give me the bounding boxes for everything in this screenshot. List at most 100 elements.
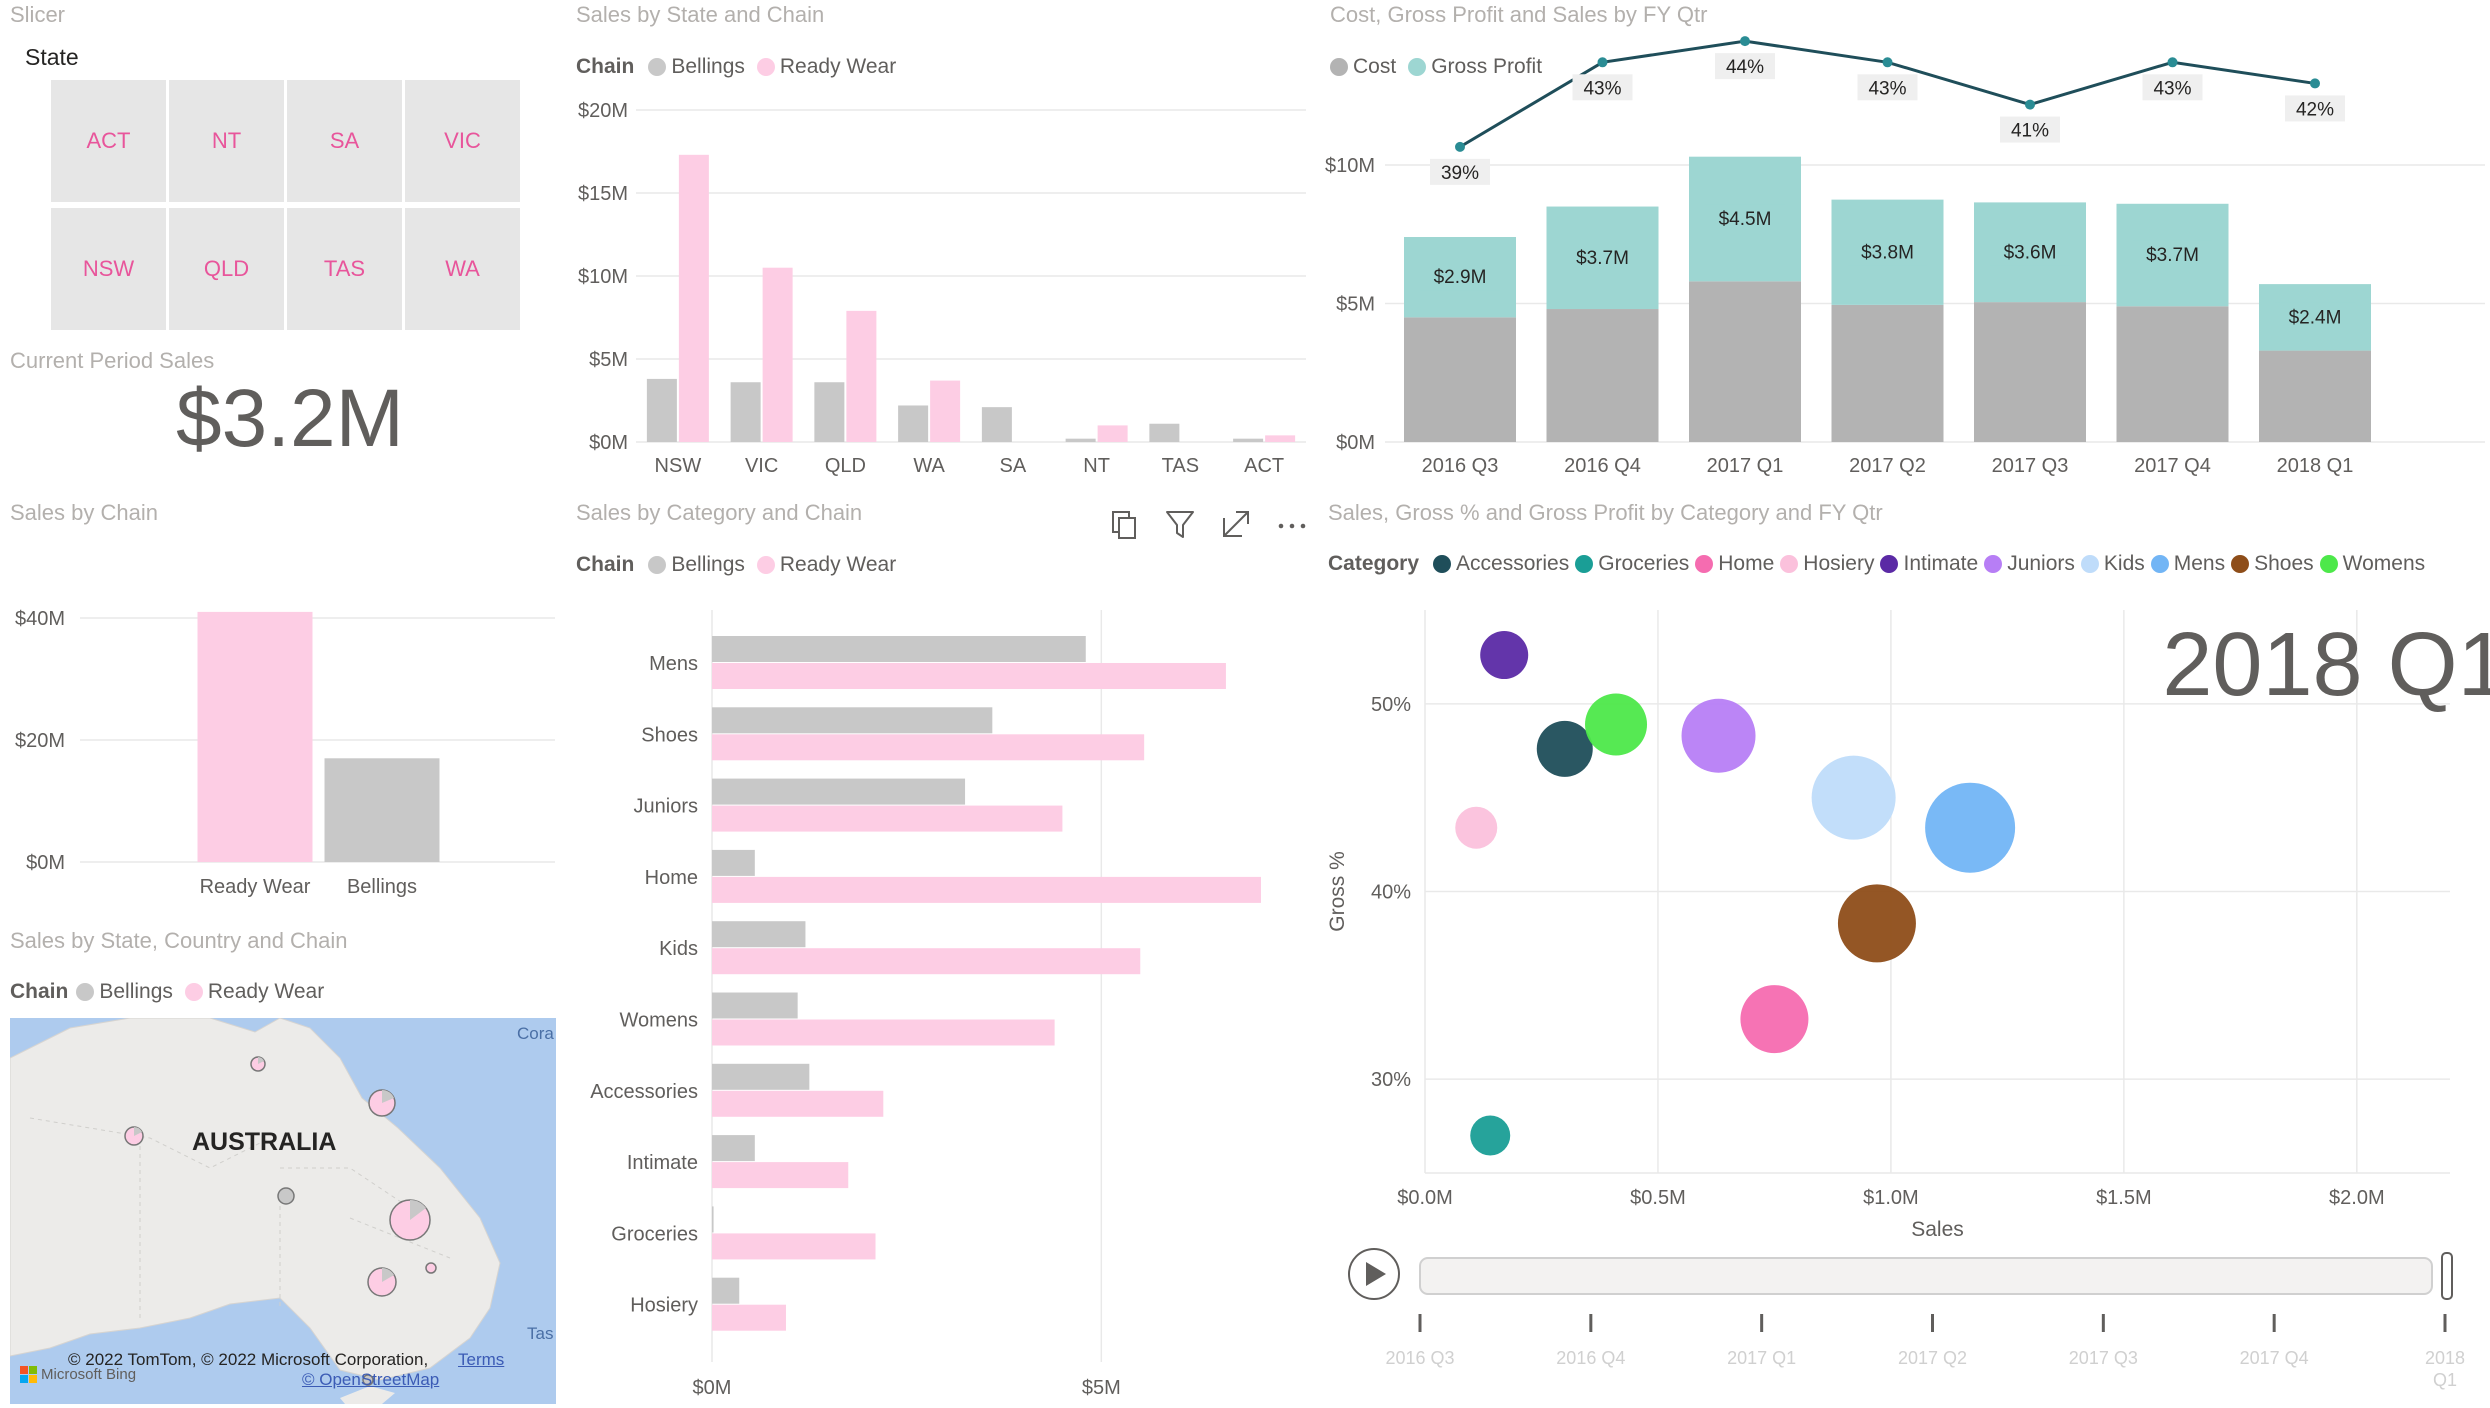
slicer-tile-sa[interactable]: SA bbox=[287, 80, 402, 202]
bubble-juniors[interactable] bbox=[1681, 698, 1756, 773]
bar-ready-wear-intimate[interactable] bbox=[712, 1162, 849, 1189]
play-axis-label[interactable]: 2017 Q1 bbox=[1727, 1348, 1796, 1368]
map-pie-act[interactable] bbox=[425, 1262, 437, 1274]
map-pie-tas[interactable] bbox=[362, 1374, 374, 1386]
slicer-tile-nt[interactable]: NT bbox=[169, 80, 284, 202]
legend-item-cost[interactable]: Cost bbox=[1330, 55, 1396, 79]
legend-item-ready-wear[interactable]: Ready Wear bbox=[756, 55, 896, 79]
legend-item-home[interactable]: Home bbox=[1695, 552, 1774, 576]
play-axis-label[interactable]: 2017 Q2 bbox=[1898, 1348, 1967, 1368]
bar-bellings-sa[interactable] bbox=[981, 407, 1012, 442]
bar-cost-2017-q4[interactable] bbox=[2116, 306, 2229, 442]
bar-ready-wear-groceries[interactable] bbox=[712, 1233, 876, 1260]
map-visual[interactable]: AUSTRALIA Cora Tas © 2022 TomTom, © 2022… bbox=[10, 1018, 556, 1404]
bar-ready-wear[interactable] bbox=[197, 611, 313, 862]
bubble-accessories[interactable] bbox=[1536, 720, 1593, 777]
gross-pct-point[interactable] bbox=[1597, 57, 1608, 68]
bar-ready-wear-hosiery[interactable] bbox=[712, 1304, 786, 1331]
bar-ready-wear-shoes[interactable] bbox=[712, 734, 1145, 761]
bar-bellings-shoes[interactable] bbox=[712, 707, 993, 734]
map-pie-vic[interactable] bbox=[367, 1267, 397, 1297]
bar-ready-wear-nt[interactable] bbox=[1097, 425, 1128, 442]
slicer-tile-qld[interactable]: QLD bbox=[169, 208, 284, 330]
bubble-shoes[interactable] bbox=[1837, 884, 1916, 963]
legend-item-groceries[interactable]: Groceries bbox=[1575, 552, 1689, 576]
map-pie-nt[interactable] bbox=[250, 1056, 266, 1072]
bar-ready-wear-vic[interactable] bbox=[762, 267, 793, 442]
bar-bellings-kids[interactable] bbox=[712, 921, 806, 948]
slicer-tile-act[interactable]: ACT bbox=[51, 80, 166, 202]
bar-bellings-juniors[interactable] bbox=[712, 778, 966, 805]
map-pie-nsw[interactable] bbox=[389, 1199, 431, 1241]
bar-ready-wear-wa[interactable] bbox=[930, 380, 961, 442]
legend-item-bellings[interactable]: Bellings bbox=[76, 980, 173, 1004]
bar-bellings-nt[interactable] bbox=[1065, 438, 1096, 442]
bar-bellings-hosiery[interactable] bbox=[712, 1277, 740, 1304]
slicer-tile-tas[interactable]: TAS bbox=[287, 208, 402, 330]
map-pie-qld[interactable] bbox=[368, 1089, 396, 1117]
more-options-icon[interactable] bbox=[1274, 506, 1310, 542]
bar-bellings-home[interactable] bbox=[712, 849, 755, 876]
play-button[interactable] bbox=[1348, 1248, 1400, 1300]
bubble-kids[interactable] bbox=[1811, 755, 1896, 840]
slicer-tile-nsw[interactable]: NSW bbox=[51, 208, 166, 330]
bubble-hosiery[interactable] bbox=[1455, 806, 1498, 849]
bar-cost-2017-q2[interactable] bbox=[1831, 304, 1944, 442]
bubble-home[interactable] bbox=[1740, 985, 1809, 1054]
bar-cost-2016-q3[interactable] bbox=[1404, 317, 1516, 442]
legend-item-bellings[interactable]: Bellings bbox=[648, 553, 745, 577]
map-canvas[interactable] bbox=[10, 1018, 556, 1404]
legend-item-bellings[interactable]: Bellings bbox=[648, 55, 745, 79]
gross-pct-point[interactable] bbox=[1882, 57, 1893, 68]
gross-pct-point[interactable] bbox=[1740, 36, 1750, 47]
map-osm-link[interactable]: © OpenStreetMap bbox=[302, 1370, 440, 1389]
bar-ready-wear-womens[interactable] bbox=[712, 1019, 1055, 1046]
map-pie-wa[interactable] bbox=[124, 1126, 144, 1146]
gross-pct-point[interactable] bbox=[2310, 78, 2320, 89]
bar-bellings-accessories[interactable] bbox=[712, 1063, 810, 1090]
play-axis-handle[interactable] bbox=[2441, 1252, 2453, 1300]
bar-bellings[interactable] bbox=[324, 758, 440, 862]
copy-visual-icon[interactable] bbox=[1106, 506, 1142, 542]
bar-cost-2016-q4[interactable] bbox=[1546, 309, 1659, 442]
bar-cost-2017-q1[interactable] bbox=[1689, 281, 1801, 442]
legend-item-gross-profit[interactable]: Gross Profit bbox=[1408, 55, 1542, 79]
play-axis-label[interactable]: 2016 Q4 bbox=[1556, 1348, 1625, 1368]
play-axis-label[interactable]: 2018 Q1 bbox=[2425, 1348, 2465, 1390]
play-axis-track[interactable] bbox=[1419, 1257, 2433, 1295]
bar-bellings-vic[interactable] bbox=[730, 382, 761, 442]
bar-bellings-nsw[interactable] bbox=[646, 378, 677, 442]
slicer-tile-vic[interactable]: VIC bbox=[405, 80, 520, 202]
legend-item-accessories[interactable]: Accessories bbox=[1433, 552, 1569, 576]
legend-item-shoes[interactable]: Shoes bbox=[2231, 552, 2314, 576]
map-terms-link[interactable]: Terms bbox=[458, 1350, 505, 1369]
bar-bellings-womens[interactable] bbox=[712, 992, 798, 1019]
bubble-groceries[interactable] bbox=[1470, 1115, 1511, 1156]
bar-ready-wear-qld[interactable] bbox=[846, 310, 877, 442]
bar-cost-2018-q1[interactable] bbox=[2259, 350, 2371, 442]
bar-ready-wear-accessories[interactable] bbox=[712, 1090, 884, 1117]
legend-item-womens[interactable]: Womens bbox=[2319, 552, 2425, 576]
bar-ready-wear-mens[interactable] bbox=[712, 663, 1226, 689]
bar-bellings-act[interactable] bbox=[1233, 438, 1264, 442]
bar-bellings-wa[interactable] bbox=[898, 405, 929, 442]
gross-pct-point[interactable] bbox=[1455, 141, 1465, 152]
filter-icon[interactable] bbox=[1162, 506, 1198, 542]
bar-ready-wear-juniors[interactable] bbox=[712, 805, 1063, 832]
slicer-tile-wa[interactable]: WA bbox=[405, 208, 520, 330]
play-axis-label[interactable]: 2017 Q3 bbox=[2069, 1348, 2138, 1368]
legend-item-juniors[interactable]: Juniors bbox=[1984, 552, 2075, 576]
bar-ready-wear-home[interactable] bbox=[712, 876, 1261, 903]
play-axis-label[interactable]: 2017 Q4 bbox=[2240, 1348, 2309, 1368]
bubble-womens[interactable] bbox=[1585, 693, 1648, 756]
legend-item-mens[interactable]: Mens bbox=[2150, 552, 2225, 576]
map-pie-sa[interactable] bbox=[277, 1187, 295, 1205]
legend-item-hosiery[interactable]: Hosiery bbox=[1780, 552, 1874, 576]
bar-cost-2017-q3[interactable] bbox=[1974, 302, 2086, 442]
bar-ready-wear-nsw[interactable] bbox=[678, 154, 709, 442]
legend-item-kids[interactable]: Kids bbox=[2080, 552, 2145, 576]
bubble-intimate[interactable] bbox=[1480, 631, 1529, 680]
bar-bellings-intimate[interactable] bbox=[712, 1135, 755, 1162]
legend-item-intimate[interactable]: Intimate bbox=[1880, 552, 1978, 576]
focus-mode-icon[interactable] bbox=[1218, 506, 1254, 542]
